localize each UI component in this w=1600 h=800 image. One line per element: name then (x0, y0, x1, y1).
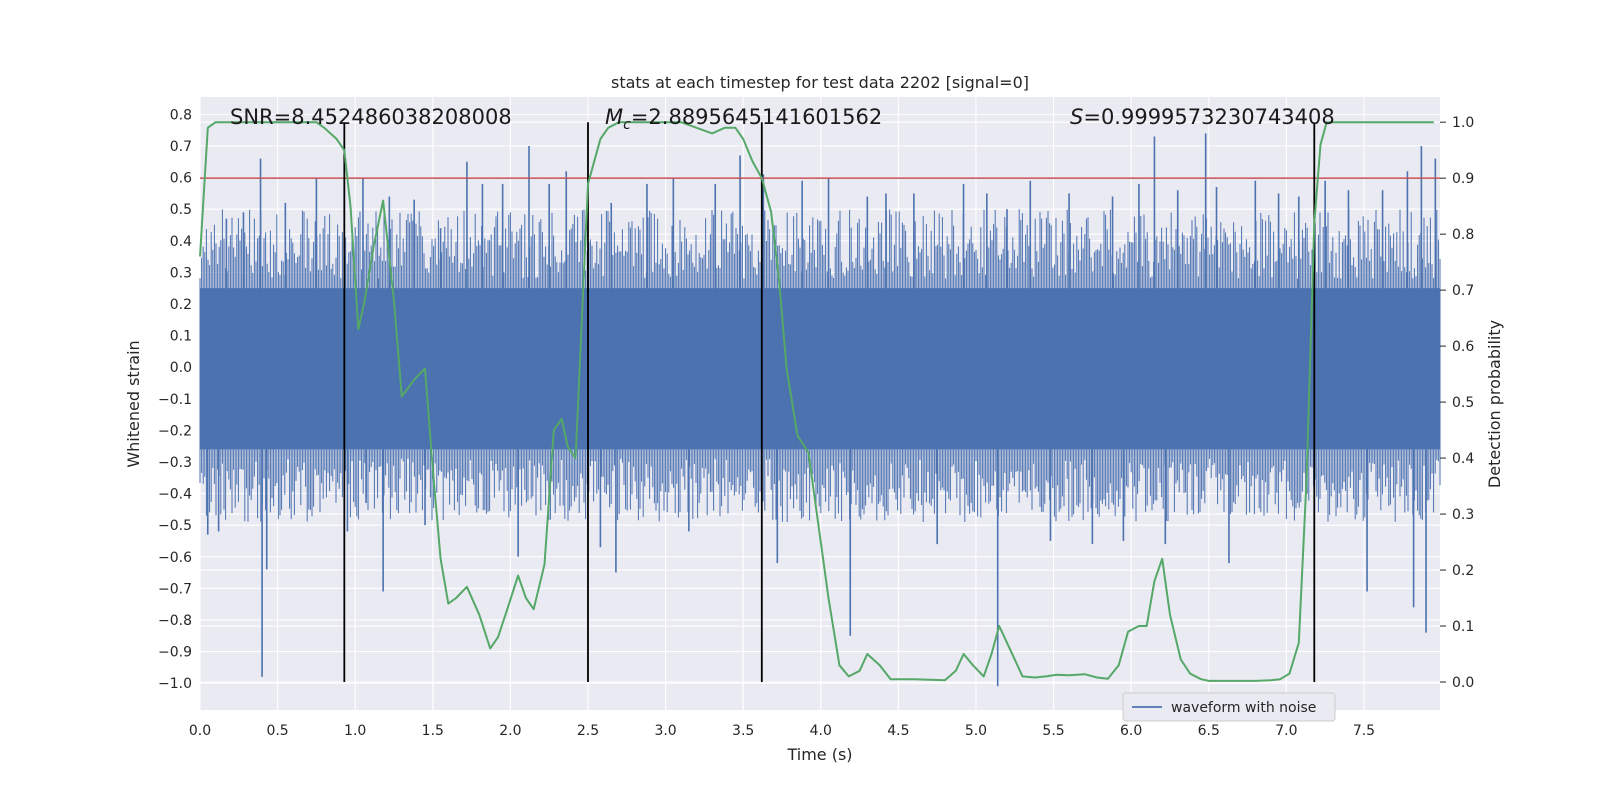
y-left-tick-label: −1.0 (158, 676, 192, 692)
y-left-tick-label: 0.0 (170, 360, 192, 376)
x-tick-label: 7.0 (1275, 723, 1297, 739)
x-tick-label: 2.5 (577, 723, 599, 739)
y-left-tick-label: −0.9 (158, 645, 192, 661)
chirp-mass-value: =2.8895645141601562 (631, 105, 882, 129)
score-value: =0.9999573230743408 (1083, 105, 1334, 129)
legend: waveform with noise (1122, 692, 1336, 722)
x-tick-label: 3.0 (654, 723, 676, 739)
chart-title: stats at each timestep for test data 220… (611, 73, 1029, 92)
snr-annotation: SNR=8.452486038208008 (230, 105, 512, 129)
x-tick-label: 4.0 (810, 723, 832, 739)
y-right-tick-label: 0.5 (1452, 395, 1474, 411)
x-tick-label: 5.0 (965, 723, 987, 739)
y-left-tick-label: 0.2 (170, 297, 192, 313)
x-tick-label: 5.5 (1042, 723, 1064, 739)
x-tick-label: 4.5 (887, 723, 909, 739)
x-tick-label: 6.5 (1198, 723, 1220, 739)
x-tick-label: 2.0 (499, 723, 521, 739)
chirp-mass-symbol: M (605, 105, 623, 129)
x-tick-label: 0.0 (189, 723, 211, 739)
waveform-series (199, 133, 1441, 687)
y-right-tick-label: 0.8 (1452, 227, 1474, 243)
y-left-tick-label: 0.1 (170, 329, 192, 345)
y-right-tick-label: 1.0 (1452, 115, 1474, 131)
y-right-tick-label: 0.7 (1452, 283, 1474, 299)
chirp-mass-subscript: c (623, 117, 631, 133)
y-right-tick-label: 0.6 (1452, 339, 1474, 355)
y-axis-label-right: Detection probability (1485, 320, 1504, 488)
score-annotation: S=0.9999573230743408 (1070, 105, 1335, 129)
y-left-tick-label: −0.5 (158, 518, 192, 534)
x-tick-label: 6.0 (1120, 723, 1142, 739)
y-left-tick-label: 0.3 (170, 265, 192, 281)
y-left-tick-label: −0.8 (158, 613, 192, 629)
y-left-tick-label: 0.4 (170, 234, 192, 250)
y-right-tick-label: 0.3 (1452, 507, 1474, 523)
x-tick-label: 7.5 (1353, 723, 1375, 739)
y-left-tick-label: −0.1 (158, 392, 192, 408)
y-left-tick-label: 0.7 (170, 139, 192, 155)
y-right-tick-label: 0.0 (1452, 675, 1474, 691)
y-left-tick-label: −0.4 (158, 487, 192, 503)
probability-series (199, 121, 1434, 682)
y-left-tick-label: 0.8 (170, 107, 192, 123)
y-right-tick-label: 0.9 (1452, 171, 1474, 187)
x-tick-label: 0.5 (266, 723, 288, 739)
x-tick-label: 1.0 (344, 723, 366, 739)
y-right-tick-label: 0.1 (1452, 619, 1474, 635)
y-left-tick-label: 0.6 (170, 171, 192, 187)
probability-line (199, 121, 1434, 682)
score-symbol: S (1070, 105, 1083, 129)
x-tick-label: 3.5 (732, 723, 754, 739)
y-left-tick-label: −0.6 (158, 550, 192, 566)
y-left-tick-label: −0.2 (158, 423, 192, 439)
legend-box (1122, 692, 1336, 722)
axis-ticks: 0.0 0.5 1.0 1.5 2.0 2.5 3.0 3.5 4.0 4.5 5.0 5.5 6.0 6… (158, 107, 1474, 739)
y-right-tick-label: 0.2 (1452, 563, 1474, 579)
legend-waveform-label: waveform with noise (1171, 700, 1316, 716)
y-left-tick-label: −0.3 (158, 455, 192, 471)
x-axis-label: Time (s) (786, 745, 852, 764)
y-left-tick-label: 0.5 (170, 202, 192, 218)
chirp-mass-annotation: Mc=2.8895645141601562 (605, 105, 882, 133)
y-axis-label-left: Whitened strain (124, 340, 143, 467)
y-left-tick-label: −0.7 (158, 581, 192, 597)
y-right-tick-label: 0.4 (1452, 451, 1474, 467)
x-tick-label: 1.5 (422, 723, 444, 739)
